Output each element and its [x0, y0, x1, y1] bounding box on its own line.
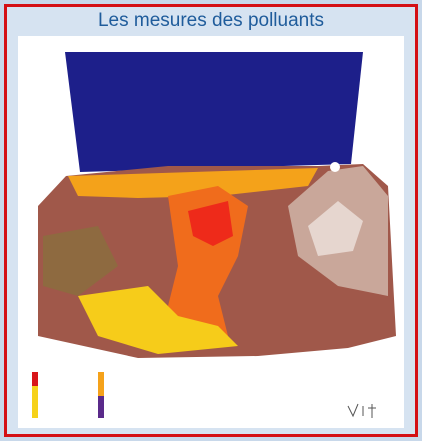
pollution-image [18, 36, 404, 428]
terrain-visualization [18, 36, 404, 428]
page: {"header": {"title": "Les mesures des po… [0, 0, 422, 441]
logo [348, 404, 376, 418]
widget-frame: Les mesures des polluants [4, 4, 418, 437]
legend-bar-1b [32, 386, 38, 418]
sky-panel [65, 52, 363, 172]
legend-bar-2b [98, 396, 104, 418]
widget-title: Les mesures des polluants [7, 7, 415, 35]
marker [330, 162, 340, 172]
